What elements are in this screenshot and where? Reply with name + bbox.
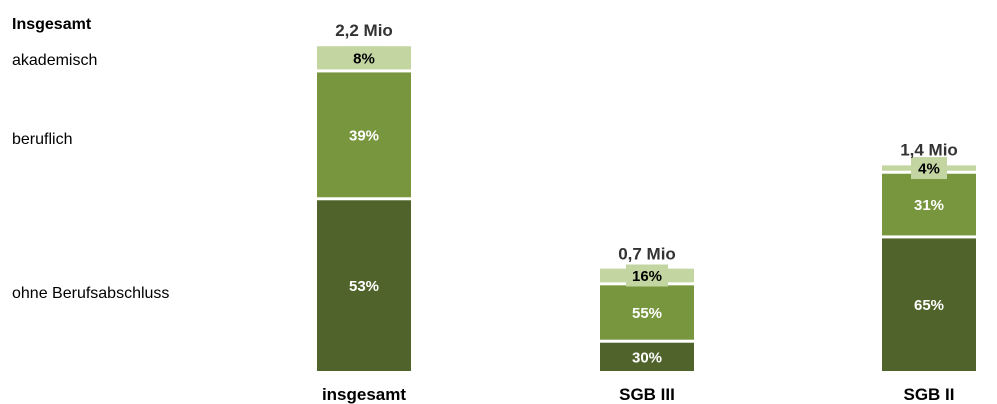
segment-label-insgesamt-ohne-berufsabschluss: 53% (349, 278, 379, 295)
bar-insgesamt-ohne-berufsabschluss (317, 200, 411, 371)
bars-group: 53% 39% 8% 30% 55% 16% 65% 31% 4% (317, 46, 976, 371)
bar-sgb-iii-beruflich (600, 285, 694, 340)
bar-sgb-iii-ohne-berufsabschluss (600, 342, 694, 371)
segment-label-sgb-ii-ohne-berufsabschluss: 65% (914, 297, 944, 314)
segment-label-sgb-iii-akademisch: 16% (632, 268, 662, 285)
bar-insgesamt-beruflich (317, 72, 411, 198)
legend: Insgesamt akademisch beruflich ohne Beru… (12, 16, 169, 302)
category-label-sgb-iii: SGB III (619, 385, 675, 404)
label-tab-insgesamt-akademisch (345, 46, 383, 69)
total-label-sgb-ii: 1,4 Mio (900, 140, 958, 159)
legend-label-akademisch: akademisch (12, 52, 97, 69)
category-label-sgb-ii: SGB II (903, 385, 954, 404)
segment-label-sgb-iii-beruflich: 55% (632, 305, 662, 322)
segment-label-sgb-iii-ohne-berufsabschluss: 30% (632, 349, 662, 366)
category-label-insgesamt: insgesamt (322, 385, 406, 404)
segment-label-sgb-ii-akademisch: 4% (918, 161, 940, 178)
totals-group: 2,2 Mio 0,7 Mio 1,4 Mio (335, 21, 958, 264)
label-tab-sgb-iii-akademisch (626, 264, 668, 287)
bar-sgb-ii-ohne-berufsabschluss (882, 238, 976, 371)
segment-label-insgesamt-akademisch: 8% (353, 50, 375, 67)
segment-label-insgesamt-beruflich: 39% (349, 127, 379, 144)
total-label-insgesamt: 2,2 Mio (335, 21, 393, 40)
label-tab-sgb-ii-akademisch (911, 157, 947, 180)
category-labels-group: insgesamt SGB III SGB II (322, 385, 955, 404)
segment-label-sgb-ii-beruflich: 31% (914, 197, 944, 214)
legend-title: Insgesamt (12, 16, 92, 33)
legend-label-beruflich: beruflich (12, 131, 72, 148)
bar-sgb-ii-beruflich (882, 173, 976, 236)
total-label-sgb-iii: 0,7 Mio (618, 245, 676, 264)
legend-label-ohne-berufsabschluss: ohne Berufsabschluss (12, 285, 169, 302)
